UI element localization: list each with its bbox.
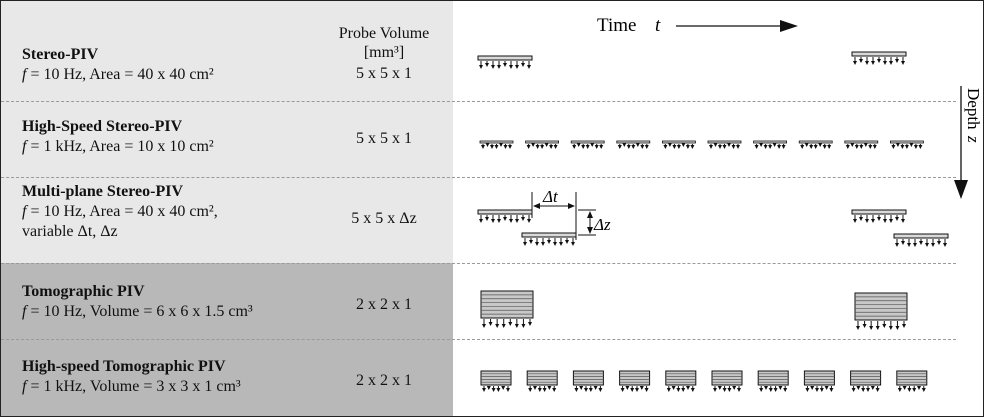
depth-symbol: z xyxy=(964,135,983,143)
laser-sheet-small xyxy=(662,140,696,149)
laser-sheet-small xyxy=(525,140,559,149)
technique-params: f = 1 kHz, Volume = 3 x 3 x 1 cm³ xyxy=(22,378,241,395)
light-gray-panel xyxy=(1,1,453,263)
laser-sheet-small xyxy=(616,140,651,149)
technique-params: f = 10 Hz, Area = 40 x 40 cm² xyxy=(22,66,214,83)
probe-volume-header: Probe Volume [mm³] xyxy=(320,24,448,62)
laser-sheet-small xyxy=(798,140,833,149)
technique-params: f = 1 kHz, Area = 10 x 10 cm² xyxy=(22,138,214,155)
laser-sheet xyxy=(893,233,949,247)
technique-name: High-speed Tomographic PIV xyxy=(22,358,226,375)
laser-sheets xyxy=(477,51,949,392)
technique-params-line2: variable Δt, Δz xyxy=(22,223,118,240)
row-stereo-piv: Stereo-PIV f = 10 Hz, Area = 40 x 40 cm² xyxy=(22,45,322,85)
probe-volume-value: 2 x 2 x 1 xyxy=(356,296,412,313)
delta-t-annotation: Δt xyxy=(531,187,577,240)
laser-sheet-small xyxy=(753,140,787,149)
laser-sheet xyxy=(477,55,533,69)
row-divider xyxy=(1,339,956,340)
delta-z-label: Δz xyxy=(593,215,611,234)
tomographic-volume-small xyxy=(757,370,789,392)
time-arrow-head xyxy=(780,20,798,32)
delta-z-annotation: Δz xyxy=(578,209,611,236)
probe-volume-value: 5 x 5 x 1 xyxy=(356,130,412,147)
technique-params: f = 10 Hz, Volume = 6 x 6 x 1.5 cm³ xyxy=(22,303,253,320)
probe-volume-value: 5 x 5 x 1 xyxy=(356,65,412,82)
row-divider xyxy=(1,263,956,264)
technique-name: High-Speed Stereo-PIV xyxy=(22,118,183,135)
tomographic-volume-small xyxy=(526,370,558,392)
tomographic-volume-small xyxy=(896,370,928,392)
laser-sheet-small xyxy=(890,140,924,149)
technique-params: f = 10 Hz, Area = 40 x 40 cm², xyxy=(22,203,218,220)
row-tomographic-piv: Tomographic PIV f = 10 Hz, Volume = 6 x … xyxy=(22,282,322,322)
tomographic-volume-small xyxy=(619,370,651,392)
laser-sheet xyxy=(851,209,907,223)
tomographic-volume-small xyxy=(572,370,604,392)
technique-name: Tomographic PIV xyxy=(22,283,145,300)
probe-volume-value: 5 x 5 x Δz xyxy=(351,210,417,227)
tomographic-volume-small xyxy=(711,370,743,392)
row-high-speed-stereo-piv: High-Speed Stereo-PIV f = 1 kHz, Area = … xyxy=(22,117,322,157)
row-divider xyxy=(1,177,956,178)
row-multi-plane-stereo-piv: Multi-plane Stereo-PIV f = 10 Hz, Area =… xyxy=(22,182,322,242)
depth-label: Depth xyxy=(964,88,983,130)
probe-volume-unit: [mm³] xyxy=(363,44,405,61)
laser-sheet xyxy=(477,209,533,223)
time-label: Time xyxy=(597,15,636,36)
time-symbol: t xyxy=(655,15,661,36)
laser-sheet-small xyxy=(844,140,879,149)
row-high-speed-tomographic-piv: High-speed Tomographic PIV f = 1 kHz, Vo… xyxy=(22,357,322,397)
tomographic-volume-small xyxy=(850,370,882,392)
tomographic-volume-small xyxy=(480,370,512,392)
tomographic-volume xyxy=(480,290,534,328)
tomographic-volume xyxy=(854,292,908,330)
laser-sheet xyxy=(851,51,907,65)
technique-name: Multi-plane Stereo-PIV xyxy=(22,183,184,200)
tomographic-volume-small xyxy=(803,370,835,392)
delta-t-label: Δt xyxy=(542,187,559,206)
probe-volume-label: Probe Volume xyxy=(338,25,430,42)
laser-sheet-small xyxy=(479,140,514,149)
depth-arrow-head xyxy=(954,180,968,199)
laser-sheet xyxy=(521,232,577,246)
laser-sheet-small xyxy=(707,140,742,149)
row-divider xyxy=(1,101,956,102)
probe-volume-value: 2 x 2 x 1 xyxy=(356,372,412,389)
tomographic-volume-small xyxy=(665,370,697,392)
laser-sheet-small xyxy=(570,140,605,149)
technique-name: Stereo-PIV xyxy=(22,46,99,63)
